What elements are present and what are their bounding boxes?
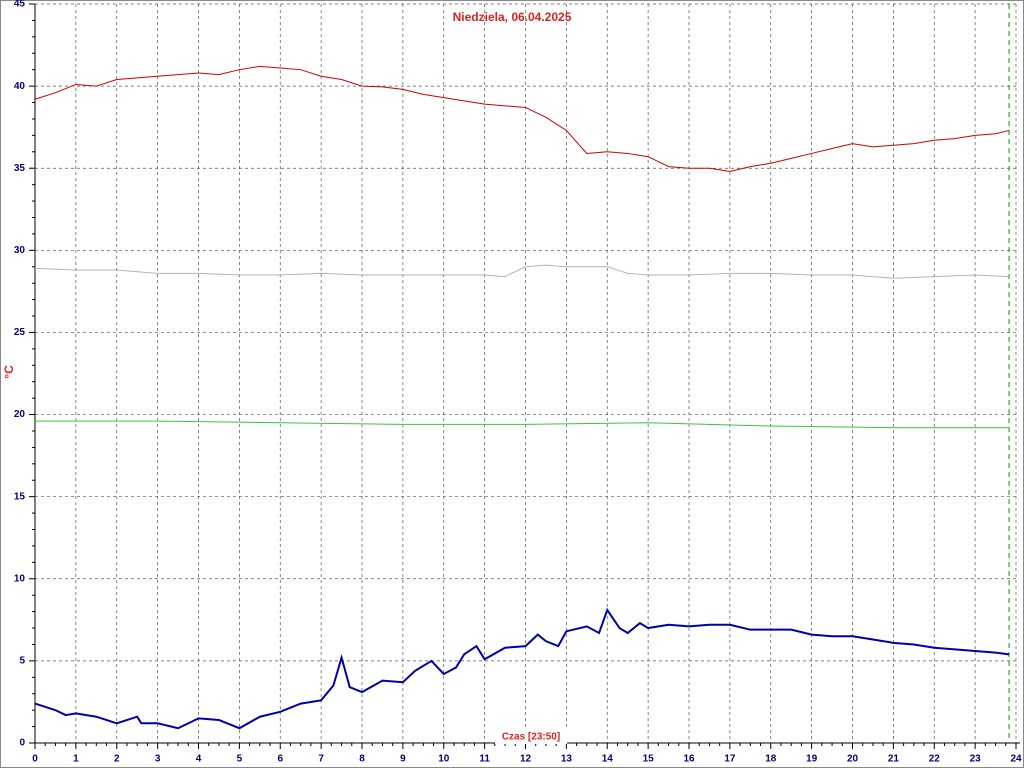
y-tick-label: 5 (19, 656, 25, 667)
x-tick-label: 12 (520, 754, 532, 765)
y-tick-label: 45 (14, 0, 26, 10)
x-tick-label: 3 (155, 754, 161, 765)
x-axis-label: Czas [23:50] (502, 732, 560, 743)
x-tick-label: 0 (32, 754, 38, 765)
x-tick-label: 18 (765, 754, 777, 765)
data-line (34, 65, 1010, 173)
x-tick-label: 10 (438, 754, 450, 765)
data-line (34, 264, 1010, 279)
x-tick-label: 15 (643, 754, 655, 765)
x-tick-label: 17 (724, 754, 736, 765)
x-tick-label: 11 (479, 754, 490, 765)
y-tick-label: 20 (14, 409, 26, 420)
x-tick-label: 1 (73, 754, 79, 765)
y-tick-label: 40 (14, 81, 26, 92)
x-tick-label: 14 (602, 754, 614, 765)
data-line (34, 607, 1010, 730)
x-tick-label: 16 (683, 754, 695, 765)
y-axis-label: °C (2, 365, 16, 379)
x-tick-label: 19 (806, 754, 818, 765)
y-tick-label: 25 (14, 327, 26, 338)
y-tick-label: 0 (19, 738, 25, 749)
x-tick-label: 23 (970, 754, 982, 765)
chart-title: Niedziela, 06.04.2025 (453, 10, 572, 24)
x-tick-label: 9 (400, 754, 406, 765)
y-tick-label: 30 (14, 245, 26, 256)
y-tick-label: 35 (14, 163, 26, 174)
x-tick-label: 13 (561, 754, 573, 765)
y-tick-label: 15 (14, 491, 26, 502)
x-tick-label: 2 (114, 754, 120, 765)
x-tick-label: 22 (929, 754, 941, 765)
x-tick-label: 7 (318, 754, 324, 765)
x-tick-label: 24 (1010, 754, 1022, 765)
x-tick-label: 8 (359, 754, 365, 765)
x-tick-label: 6 (277, 754, 283, 765)
x-label-bg (495, 730, 567, 744)
y-tick-label: 10 (14, 573, 26, 584)
x-tick-label: 21 (888, 754, 900, 765)
x-tick-label: 4 (196, 754, 202, 765)
x-tick-label: 20 (847, 754, 859, 765)
x-tick-label: 5 (237, 754, 243, 765)
data-line (35, 420, 1010, 429)
